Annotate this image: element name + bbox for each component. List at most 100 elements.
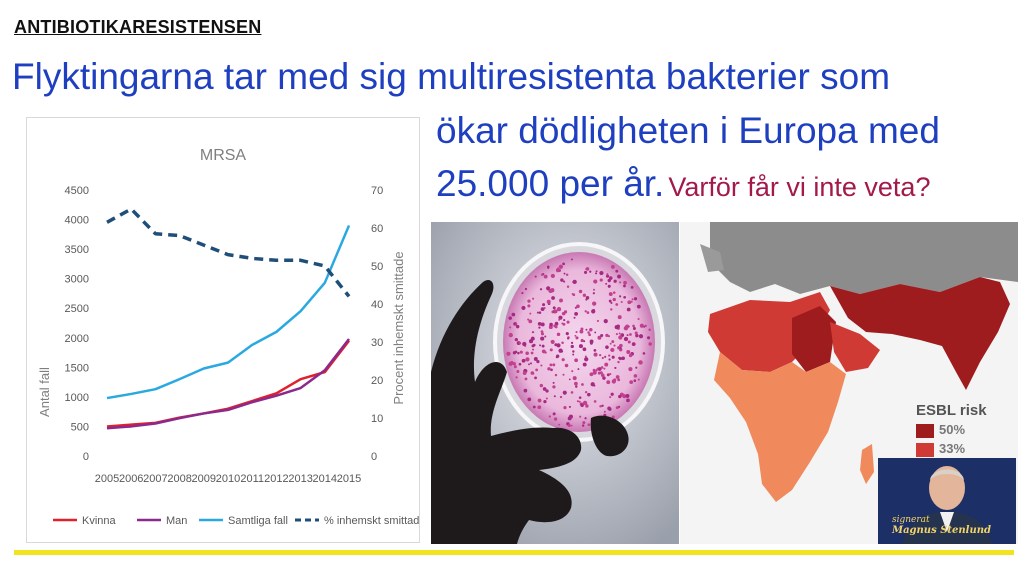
bacteria-colony [510,360,514,365]
bacteria-colony [618,335,623,340]
bacteria-colony [580,403,584,408]
bacteria-colony [561,350,564,353]
bacteria-colony [558,264,564,269]
x-tick-label: 2005 [95,473,119,485]
legend-label: Samtliga fall [228,515,288,527]
bacteria-colony [584,310,587,313]
signature-portrait: signerat Magnus Stenlund [878,458,1016,544]
bacteria-colony [524,287,528,291]
bacteria-colony [610,301,613,304]
series-line-inhemskt-smittade [106,207,351,298]
bacteria-colony [531,372,535,375]
bacteria-colony [636,304,641,309]
bacteria-colony [596,319,600,323]
bacteria-colony [632,326,636,331]
bacteria-colony [600,366,604,369]
y2-tick-label: 30 [371,337,383,349]
bacteria-colony [592,288,596,291]
y2-tick-label: 60 [371,223,383,235]
bacteria-colony [579,415,582,418]
esbl-legend-item: 50% [916,422,965,438]
bacteria-colony [619,343,623,348]
bacteria-colony [630,285,634,289]
petri-dish [503,252,655,432]
bacteria-colony [525,357,530,362]
bacteria-colony [606,380,611,385]
bacteria-colony [561,322,564,325]
series-line-man [106,338,350,430]
bacteria-colony [536,311,539,314]
y2-tick-label: 0 [371,451,377,463]
bacteria-colony [637,378,640,381]
bacteria-colony [536,359,540,364]
y2-tick-label: 20 [371,375,383,387]
bacteria-colony [611,415,615,419]
bacteria-colony [619,348,623,352]
bacteria-colony [558,318,561,321]
bacteria-colony [582,293,587,297]
bacteria-colony [635,366,638,369]
bacteria-colony [543,306,546,309]
bacteria-colony [599,270,604,276]
bacteria-colony [578,289,583,294]
bacteria-colony [570,341,574,345]
bacteria-colony [648,342,652,346]
bacteria-colony [532,343,536,347]
bacteria-colony [518,341,522,345]
x-tick-label: 2011 [240,473,264,485]
bacteria-colony [575,330,578,334]
bacteria-colony [553,417,558,421]
portrait-face [929,466,965,510]
bacteria-colony [568,378,571,381]
series-line-kvinna [106,339,350,428]
bacteria-colony [584,417,587,420]
esbl-label-50: 50% [939,422,966,437]
y-tick-label: 3000 [65,274,89,286]
bacteria-colony [585,267,588,271]
bacteria-colony [587,423,591,427]
x-tick-label: 2007 [143,473,167,485]
bacteria-colony [521,358,526,363]
bacteria-colony [638,360,643,365]
bacteria-colony [537,322,542,326]
petri-dish-photo [431,222,679,544]
bacteria-colony [606,373,610,377]
bacteria-colony [618,394,622,399]
bacteria-colony [558,423,561,426]
bacteria-colony [633,379,637,383]
bacteria-colony [587,331,590,334]
bacteria-colony [567,424,571,427]
bacteria-colony [627,300,632,305]
bacteria-colony [629,333,632,336]
bacteria-colony [527,299,531,303]
bacteria-colony [521,305,526,311]
bacteria-colony [563,272,566,275]
bacteria-colony [610,308,613,311]
petri-dish-illustration [431,222,679,544]
bacteria-colony [628,367,633,372]
bacteria-colony [550,368,553,372]
bacteria-colony [513,365,517,369]
bacteria-colony [562,390,567,395]
bacteria-colony [533,356,538,361]
bacteria-colony [610,392,614,396]
bacteria-colony [610,347,615,353]
bacteria-colony [563,319,566,322]
bacteria-colony [623,336,629,342]
y-tick-label: 0 [83,451,89,463]
bacteria-colony [540,322,545,327]
bacteria-colony [609,342,612,345]
map-region-arabia [830,322,880,372]
bacteria-colony [605,274,610,278]
bacteria-colony [580,338,584,342]
bacteria-colony [642,352,646,355]
bacteria-colony [555,355,559,359]
bacteria-colony [620,300,623,303]
bacteria-colony [540,332,545,336]
bacteria-colony [576,400,579,403]
bacteria-colony [534,376,537,380]
bacteria-colony [551,296,555,300]
bacteria-colony [549,348,553,352]
bacteria-colony [550,288,555,292]
bacteria-colony [547,367,551,371]
